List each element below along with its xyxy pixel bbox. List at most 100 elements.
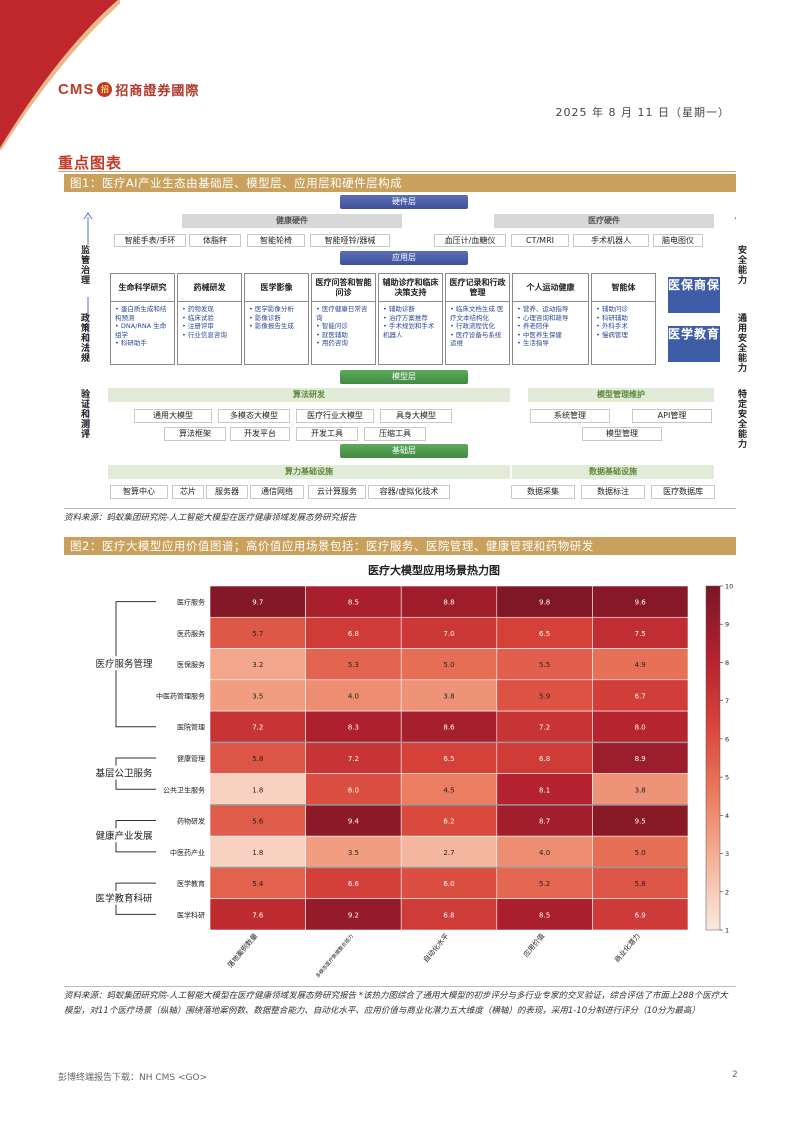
heatmap-cell-label: 6.0 [348, 786, 359, 794]
heatmap-cell [209, 898, 306, 931]
app-column-title: 药械研发 [178, 274, 241, 302]
colorbar-tick-label: 9 [725, 621, 729, 629]
group-label: 健康产业发展 [95, 830, 153, 842]
app-column-box [445, 273, 510, 365]
heatmap-cell [400, 835, 498, 868]
heatmap-cell-label: 9.7 [252, 599, 263, 607]
side-general-safety: 通用安全能力 [736, 313, 746, 373]
figure2-caption: 图2：医疗大模型应用价值图谱；高价值应用场景包括：医疗服务、医院管理、健康管理和… [64, 537, 736, 555]
heatmap-cell [209, 679, 306, 712]
heatmap-cell [209, 835, 306, 868]
row-label: 健康管理 [177, 754, 205, 763]
heatmap-cell-label: 3.5 [252, 692, 263, 700]
group-label: 医疗服务管理 [95, 658, 153, 670]
app-column-box [110, 273, 175, 365]
education-badge: 医学教育 [668, 326, 720, 362]
colorbar-tick-label: 2 [725, 888, 729, 896]
heatmap-cell-label: 5.4 [252, 880, 264, 888]
heatmap-cell [400, 710, 498, 743]
heatmap-cell [400, 742, 498, 774]
side-policy: 政策和法规 [79, 313, 89, 363]
heatmap-cell [305, 773, 402, 806]
medical-hardware-item: CT/MRI [511, 234, 569, 247]
heatmap-cell-label: 8.3 [348, 724, 359, 732]
heatmap-cell [305, 804, 402, 837]
heatmap-cell-label: 6.5 [539, 630, 550, 638]
algo-tool-item: 算法框架 [164, 427, 226, 441]
heatmap-cell [592, 648, 689, 681]
figure1-caption: 图1：医疗AI产业生态由基础层、模型层、应用层和硬件层构成 [64, 174, 736, 192]
app-column-box [512, 273, 589, 365]
heatmap-cell [496, 742, 593, 774]
heatmap-cell-label: 6.5 [443, 755, 454, 763]
health-hardware-item: 智能哑铃/器械 [310, 234, 390, 247]
app-column-title: 医疗记录和行政管理 [446, 274, 509, 302]
heatmap-title: 医疗大模型应用场景热力图 [368, 563, 500, 577]
app-column-items: • 医疗健康日常咨询 • 智能问诊 • 就医辅助 • 用药咨询 [316, 305, 368, 347]
heatmap-cell [305, 585, 402, 618]
heatmap-cell [209, 742, 306, 774]
x-axis-label: 落地案例数量 [225, 932, 259, 970]
side-regulation: 监管治理 [79, 245, 89, 285]
figure1-source: 资料来源：蚂蚁集团研究院-人工智能大模型在医疗健康领域发展态势研究报告 [64, 513, 357, 523]
heatmap-cell [400, 898, 498, 931]
heatmap-cell [305, 898, 402, 931]
colorbar-tick-label: 5 [725, 774, 729, 782]
heatmap-cell [305, 742, 402, 774]
medical-hardware-item: 手术机器人 [573, 234, 649, 247]
row-label: 医学教育 [177, 879, 205, 888]
figure2-source-divider [64, 986, 736, 987]
row-label: 医院管理 [177, 723, 205, 732]
group-label-bg [82, 890, 166, 905]
heatmap-cell [305, 648, 402, 681]
colorbar-tick-label: 3 [725, 850, 729, 858]
colorbar-tick-label: 6 [725, 735, 729, 743]
group-label-bg [82, 765, 166, 780]
heatmap-cell-label: 2.7 [443, 849, 454, 857]
data-infra-header: 数据基础设施 [512, 465, 714, 479]
heatmap-cell-label: 6.8 [539, 755, 550, 763]
app-column-items: • 辅助诊断 • 治疗方案推荐 • 手术规划和手术机器人 [383, 305, 435, 339]
app-column-items: • 药物发现 • 临床试验 • 注册评审 • 行业信息咨询 [182, 305, 227, 339]
row-label: 公共卫生服务 [163, 785, 205, 794]
logo-cms-text: CMS [58, 81, 95, 98]
heatmap-cell [209, 710, 306, 743]
heatmap-cell-label: 8.9 [635, 755, 646, 763]
company-logo: CMS 招 招商證券國際 [58, 80, 199, 99]
health-hardware-item: 智能轮椅 [247, 234, 305, 247]
app-column-items: • 医学影像分析 • 影像诊断 • 影像报告生成 [249, 305, 294, 330]
heatmap-cell-label: 1.8 [252, 849, 263, 857]
heatmap-cell-label: 8.5 [348, 599, 359, 607]
heatmap-cell-label: 7.0 [443, 630, 454, 638]
algo-tool-item: 开发工具 [296, 427, 358, 441]
base-layer-bar: 基础层 [340, 444, 468, 458]
heatmap-cell [496, 679, 593, 712]
heatmap-cell-label: 9.5 [635, 818, 646, 826]
heatmap-cell-label: 8.5 [539, 911, 550, 919]
data-infra-item: 医疗数据库 [651, 485, 715, 499]
heatmap-cell [592, 710, 689, 743]
row-label: 医保服务 [177, 660, 205, 669]
heatmap-cell [592, 616, 689, 649]
heatmap-cell [305, 679, 402, 712]
heatmap-cell-label: 6.8 [348, 630, 359, 638]
heatmap-svg: 医疗大模型应用场景热力图 9.7 8.5 8.8 9.8 9.6 5.7 6.8 7.0 6.5 7… [82, 563, 747, 979]
heatmap-cell [496, 585, 593, 618]
algo-tool-item: 压缩工具 [364, 427, 426, 441]
colorbar-tick-label: 10 [725, 583, 733, 591]
heatmap-cell-label: 4.9 [635, 661, 646, 669]
logo-badge-icon: 招 [97, 82, 113, 97]
heatmap-cell-label: 5.6 [252, 818, 264, 826]
heatmap-cell [209, 585, 306, 618]
app-column-title: 生命科学研究 [111, 274, 174, 302]
compute-item: 服务器 [206, 485, 248, 499]
heatmap-cell-label: 7.2 [252, 724, 263, 732]
algo-item: 医疗行业大模型 [296, 409, 374, 423]
model-layer-bar: 模型层 [340, 370, 468, 384]
heatmap-cell-label: 8.0 [635, 724, 646, 732]
medical-hardware-header: 医疗硬件 [494, 214, 714, 228]
colorbar-tick-label: 8 [725, 659, 729, 667]
hardware-layer-bar: 硬件层 [340, 195, 468, 209]
algo-item: 具身大模型 [380, 409, 452, 423]
row-label: 医疗服务 [177, 598, 205, 607]
